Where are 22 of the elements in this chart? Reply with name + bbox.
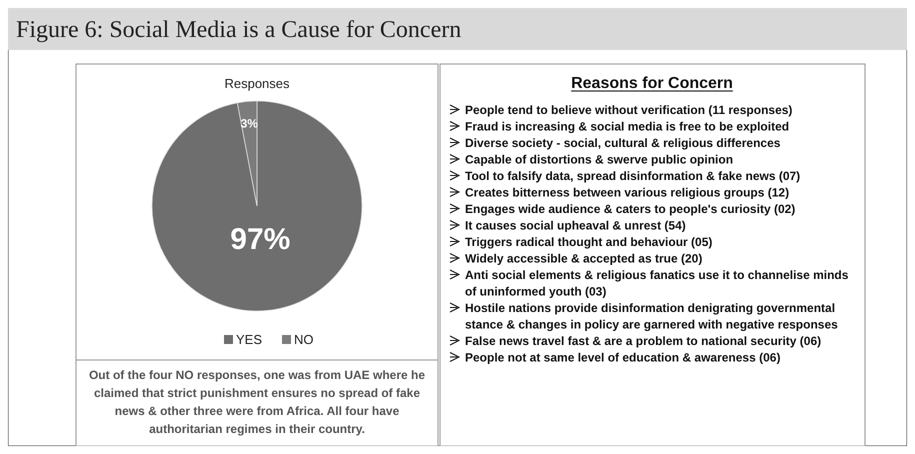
text: Hostile nations provide disinformation denigrating governmental stance & changes in policy are garnered with negative responses <box>465 301 838 332</box>
text: Out of the four NO responses, one was from UAE where he claimed that strict punishment ensures no spread of fake news & other three were from Africa. All four have authoritarian regimes in their country. <box>88 368 426 436</box>
data-label: 97% <box>230 222 290 256</box>
text: Reasons for Concern <box>571 75 733 92</box>
text: Widely accessible & accepted as true (20) <box>465 252 702 266</box>
legend-label: NO <box>294 332 314 347</box>
legend-label: YES <box>236 332 262 347</box>
text: It causes social upheaval & unrest (54) <box>465 218 686 232</box>
text: Creates bitterness between various religious groups (12) <box>465 186 790 200</box>
text: People tend to believe without verification (11 responses) <box>465 103 792 117</box>
text: Capable of distortions & swerve public opinion <box>465 152 734 166</box>
pie-slice <box>152 100 362 312</box>
text: Anti social elements & religious fanatics use it to channelise minds of uninformed youth (03) <box>465 268 849 298</box>
text: Tool to falsify data, spread disinformation & fake news (07) <box>465 169 800 183</box>
chart-title: Responses <box>224 76 290 91</box>
text: Triggers radical thought and behaviour (05) <box>465 235 712 249</box>
text: False news travel fast & are a problem to national security (06) <box>465 334 822 348</box>
text: Engages wide audience & caters to people's curiosity (02) <box>465 202 796 216</box>
text: People not at same level of education & awareness (06) <box>465 350 780 364</box>
text: Diverse society - social, cultural & religious differences <box>465 136 781 150</box>
text: Fraud is increasing & social media is free to be exploited <box>465 120 790 134</box>
text: Figure 6: Social Media is a Cause for Concern <box>16 17 462 43</box>
